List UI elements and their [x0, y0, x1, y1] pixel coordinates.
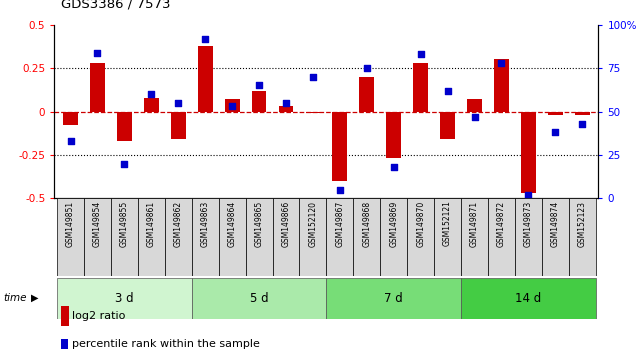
Point	[388, 164, 399, 170]
Bar	[219, 198, 246, 276]
Bar	[575, 112, 589, 115]
Text: GSM149855: GSM149855	[120, 201, 129, 247]
Bar	[300, 198, 326, 276]
Text: time: time	[3, 293, 27, 303]
Point	[308, 74, 318, 80]
Point	[119, 161, 129, 166]
Bar	[360, 77, 374, 112]
Bar	[225, 99, 239, 112]
Text: 5 d: 5 d	[250, 292, 268, 305]
Bar	[252, 91, 266, 112]
Bar	[434, 198, 461, 276]
Point	[550, 130, 561, 135]
Text: percentile rank within the sample: percentile rank within the sample	[72, 339, 260, 349]
Point	[577, 121, 588, 126]
Bar	[488, 198, 515, 276]
Text: ▶: ▶	[31, 293, 38, 303]
Point	[281, 100, 291, 105]
Bar	[57, 278, 192, 319]
Text: GSM149854: GSM149854	[93, 201, 102, 247]
Bar	[144, 98, 159, 112]
Text: GSM149866: GSM149866	[282, 201, 291, 247]
Bar	[171, 112, 186, 139]
Bar	[192, 198, 219, 276]
Bar	[542, 198, 569, 276]
Bar	[407, 198, 434, 276]
Point	[415, 51, 426, 57]
Text: GSM149871: GSM149871	[470, 201, 479, 247]
Bar	[387, 112, 401, 158]
Text: log2 ratio: log2 ratio	[72, 311, 125, 321]
Text: GSM149872: GSM149872	[497, 201, 506, 247]
Bar	[165, 198, 192, 276]
Bar	[117, 112, 132, 141]
Text: 3 d: 3 d	[115, 292, 134, 305]
Text: GSM149861: GSM149861	[147, 201, 156, 247]
Point	[362, 65, 372, 71]
Text: 14 d: 14 d	[515, 292, 541, 305]
Point	[146, 91, 156, 97]
Point	[524, 192, 534, 198]
Point	[227, 103, 237, 109]
Point	[92, 50, 102, 55]
Point	[173, 100, 184, 105]
Bar	[305, 112, 321, 113]
Text: GDS3386 / 7573: GDS3386 / 7573	[61, 0, 170, 11]
Bar	[138, 198, 165, 276]
Text: GSM149851: GSM149851	[66, 201, 75, 247]
Bar	[63, 112, 78, 125]
Text: GSM149865: GSM149865	[255, 201, 264, 247]
Point	[335, 187, 345, 193]
Bar	[413, 63, 428, 112]
Bar	[521, 112, 536, 193]
Bar	[192, 278, 326, 319]
Point	[442, 88, 452, 93]
Point	[254, 82, 264, 88]
Point	[65, 138, 76, 144]
Text: GSM149867: GSM149867	[335, 201, 344, 247]
Text: GSM152120: GSM152120	[308, 201, 317, 247]
Bar	[440, 112, 455, 139]
Bar	[246, 198, 273, 276]
Bar	[461, 278, 596, 319]
Bar	[461, 198, 488, 276]
Bar	[467, 99, 482, 112]
Point	[200, 36, 211, 41]
Bar	[198, 46, 212, 112]
Text: GSM149862: GSM149862	[174, 201, 183, 247]
Bar	[353, 198, 380, 276]
Bar	[278, 106, 293, 112]
Bar	[548, 112, 563, 115]
Bar	[57, 198, 84, 276]
Bar	[326, 198, 353, 276]
Text: GSM149869: GSM149869	[389, 201, 398, 247]
Bar	[569, 198, 596, 276]
Text: GSM149873: GSM149873	[524, 201, 533, 247]
Text: GSM149870: GSM149870	[416, 201, 425, 247]
Bar	[273, 198, 300, 276]
Bar	[494, 59, 509, 112]
Text: GSM149863: GSM149863	[201, 201, 210, 247]
Bar	[332, 112, 348, 181]
Text: GSM149868: GSM149868	[362, 201, 371, 247]
Bar	[380, 198, 407, 276]
Point	[469, 114, 479, 120]
Bar	[84, 198, 111, 276]
Point	[497, 60, 507, 66]
Text: GSM152121: GSM152121	[443, 201, 452, 246]
Bar	[326, 278, 461, 319]
Bar	[111, 198, 138, 276]
Text: GSM149864: GSM149864	[228, 201, 237, 247]
Text: GSM152123: GSM152123	[578, 201, 587, 247]
Bar	[515, 198, 542, 276]
Bar	[90, 63, 105, 112]
Text: GSM149874: GSM149874	[551, 201, 560, 247]
Text: 7 d: 7 d	[385, 292, 403, 305]
